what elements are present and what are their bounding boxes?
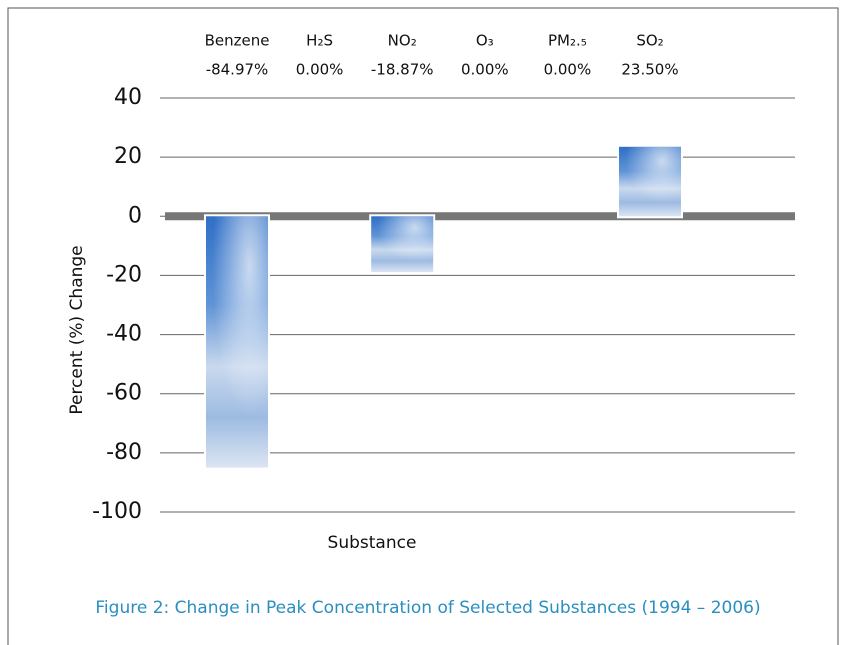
- value-label: 23.50%: [621, 61, 678, 79]
- category-label: Benzene: [205, 32, 270, 50]
- y-tick-label: 0: [128, 203, 142, 228]
- y-tick-label: -40: [106, 322, 142, 347]
- value-label: -84.97%: [206, 61, 269, 79]
- category-label: SO₂: [636, 32, 663, 50]
- category-label: H₂S: [306, 32, 333, 50]
- y-axis-title: Percent (%) Change: [67, 245, 87, 414]
- value-label: 0.00%: [461, 61, 509, 79]
- y-tick-label: -100: [92, 499, 142, 524]
- category-label: PM₂.₅: [548, 32, 587, 50]
- x-axis-title: Substance: [328, 533, 417, 553]
- bar-cloud: [206, 216, 268, 468]
- y-tick-label: 40: [114, 85, 142, 110]
- y-tick-label: -60: [106, 381, 142, 406]
- y-tick-label: -80: [106, 440, 142, 465]
- category-label: NO₂: [388, 32, 417, 50]
- bar-cloud: [619, 146, 681, 217]
- value-label: 0.00%: [544, 61, 592, 79]
- value-label: 0.00%: [296, 61, 344, 79]
- bar-cloud: [371, 216, 434, 273]
- caption: Figure 2: Change in Peak Concentration o…: [95, 598, 760, 618]
- y-tick-label: -20: [106, 262, 142, 287]
- value-label: -18.87%: [371, 61, 434, 79]
- y-tick-label: 20: [114, 144, 142, 169]
- category-label: O₃: [476, 32, 494, 50]
- frame: [7, 7, 839, 645]
